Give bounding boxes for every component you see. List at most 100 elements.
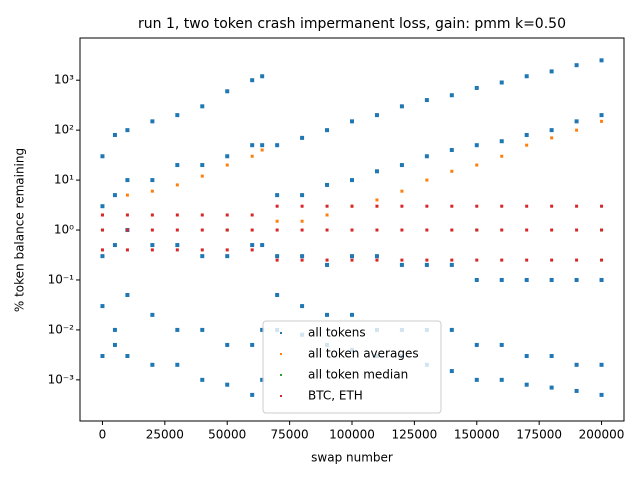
legend-label: all token averages xyxy=(308,347,419,361)
point xyxy=(150,189,154,193)
point xyxy=(125,228,129,232)
point xyxy=(549,128,554,133)
point xyxy=(250,154,254,158)
point xyxy=(275,204,279,208)
point xyxy=(200,104,205,109)
point xyxy=(200,377,205,382)
point xyxy=(524,382,529,387)
point xyxy=(260,148,264,152)
point xyxy=(375,258,379,262)
point xyxy=(250,213,254,217)
point xyxy=(100,228,104,232)
point xyxy=(550,136,554,140)
point xyxy=(300,135,305,140)
point xyxy=(325,228,329,232)
point xyxy=(450,258,454,262)
point xyxy=(400,228,404,232)
point xyxy=(500,258,504,262)
x-tick-label: 75000 xyxy=(271,428,309,442)
point xyxy=(125,213,129,217)
point xyxy=(275,219,279,223)
point xyxy=(600,119,604,123)
point xyxy=(350,254,354,259)
point xyxy=(424,98,429,103)
point xyxy=(474,377,479,382)
point xyxy=(449,369,454,374)
point xyxy=(300,193,305,198)
series xyxy=(100,204,604,262)
point xyxy=(424,154,429,159)
legend-marker xyxy=(280,374,282,376)
point xyxy=(150,362,155,367)
y-tick-label: 10⁻¹ xyxy=(48,272,75,286)
point xyxy=(225,89,230,94)
point xyxy=(300,258,304,262)
point xyxy=(325,128,330,133)
point xyxy=(550,228,554,232)
point xyxy=(449,262,454,267)
point xyxy=(200,248,204,252)
point xyxy=(549,354,554,359)
point xyxy=(524,277,529,282)
point xyxy=(575,258,579,262)
point xyxy=(524,132,529,137)
point xyxy=(100,354,105,359)
point xyxy=(450,204,454,208)
point xyxy=(375,198,379,202)
point xyxy=(225,228,229,232)
point xyxy=(375,228,379,232)
point xyxy=(500,154,504,158)
point xyxy=(574,362,579,367)
point xyxy=(112,193,117,198)
point xyxy=(150,119,155,124)
point xyxy=(399,163,404,168)
point xyxy=(474,85,479,90)
point xyxy=(125,354,130,359)
point xyxy=(599,113,604,118)
point xyxy=(499,377,504,382)
point xyxy=(450,228,454,232)
point xyxy=(275,143,280,148)
point xyxy=(424,262,429,267)
point xyxy=(100,248,104,252)
point xyxy=(500,228,504,232)
point xyxy=(350,258,354,262)
point xyxy=(275,258,279,262)
point xyxy=(200,254,205,259)
point xyxy=(150,228,154,232)
point xyxy=(449,93,454,98)
legend-marker xyxy=(280,332,282,334)
point xyxy=(600,258,604,262)
y-tick-label: 10³ xyxy=(54,73,74,87)
point xyxy=(125,193,129,197)
point xyxy=(399,104,404,109)
point xyxy=(125,248,129,252)
point xyxy=(350,204,354,208)
legend-label: all tokens xyxy=(308,326,366,340)
point xyxy=(325,213,329,217)
point xyxy=(374,169,379,174)
point xyxy=(260,143,265,148)
point xyxy=(260,243,265,248)
point xyxy=(499,342,504,347)
point xyxy=(599,58,604,63)
point xyxy=(500,204,504,208)
point xyxy=(550,258,554,262)
x-tick-label: 100000 xyxy=(329,428,375,442)
x-axis-label: swap number xyxy=(311,451,393,465)
point xyxy=(449,327,454,332)
point xyxy=(100,304,105,309)
point xyxy=(450,169,454,173)
x-tick-label: 0 xyxy=(99,428,107,442)
point xyxy=(325,258,329,262)
point xyxy=(175,248,179,252)
point xyxy=(225,254,230,259)
point xyxy=(250,243,255,248)
point xyxy=(400,189,404,193)
point xyxy=(300,219,304,223)
point xyxy=(200,163,205,168)
point xyxy=(275,193,280,198)
point xyxy=(474,342,479,347)
